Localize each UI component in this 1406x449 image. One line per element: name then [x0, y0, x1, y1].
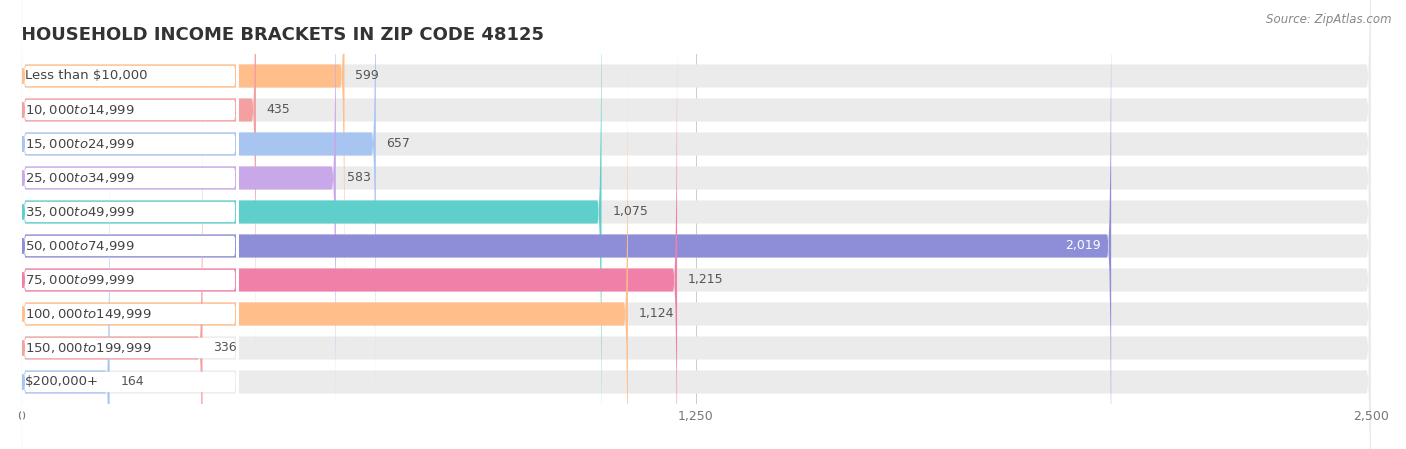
Text: 1,215: 1,215 — [688, 273, 724, 286]
FancyBboxPatch shape — [21, 122, 110, 449]
FancyBboxPatch shape — [21, 53, 1371, 449]
Text: 336: 336 — [214, 342, 238, 355]
Text: 599: 599 — [356, 70, 380, 83]
Text: $15,000 to $24,999: $15,000 to $24,999 — [25, 137, 135, 151]
FancyBboxPatch shape — [21, 0, 239, 338]
FancyBboxPatch shape — [21, 0, 1371, 438]
FancyBboxPatch shape — [21, 88, 202, 449]
FancyBboxPatch shape — [21, 0, 336, 438]
Text: 1,075: 1,075 — [612, 206, 648, 219]
FancyBboxPatch shape — [21, 0, 256, 370]
FancyBboxPatch shape — [21, 53, 628, 449]
Text: $75,000 to $99,999: $75,000 to $99,999 — [25, 273, 135, 287]
FancyBboxPatch shape — [21, 52, 239, 449]
FancyBboxPatch shape — [21, 0, 375, 405]
FancyBboxPatch shape — [21, 0, 1371, 449]
Text: 435: 435 — [267, 103, 291, 116]
Text: $25,000 to $34,999: $25,000 to $34,999 — [25, 171, 135, 185]
FancyBboxPatch shape — [21, 0, 1371, 449]
Text: 583: 583 — [347, 172, 371, 185]
Text: Less than $10,000: Less than $10,000 — [25, 70, 148, 83]
Text: 2,019: 2,019 — [1064, 239, 1101, 252]
FancyBboxPatch shape — [21, 0, 239, 449]
Text: HOUSEHOLD INCOME BRACKETS IN ZIP CODE 48125: HOUSEHOLD INCOME BRACKETS IN ZIP CODE 48… — [21, 26, 544, 44]
FancyBboxPatch shape — [21, 122, 1371, 449]
FancyBboxPatch shape — [21, 20, 678, 449]
Text: 164: 164 — [121, 375, 143, 388]
FancyBboxPatch shape — [21, 0, 1371, 336]
Text: $200,000+: $200,000+ — [25, 375, 98, 388]
FancyBboxPatch shape — [21, 18, 239, 449]
FancyBboxPatch shape — [21, 0, 1371, 405]
Text: 657: 657 — [387, 137, 411, 150]
FancyBboxPatch shape — [21, 86, 239, 449]
FancyBboxPatch shape — [21, 20, 1371, 449]
FancyBboxPatch shape — [21, 0, 1111, 449]
FancyBboxPatch shape — [21, 0, 602, 449]
FancyBboxPatch shape — [21, 0, 1371, 370]
FancyBboxPatch shape — [21, 0, 239, 449]
Text: Source: ZipAtlas.com: Source: ZipAtlas.com — [1267, 13, 1392, 26]
FancyBboxPatch shape — [21, 0, 239, 372]
Text: $150,000 to $199,999: $150,000 to $199,999 — [25, 341, 152, 355]
FancyBboxPatch shape — [21, 0, 239, 440]
Text: $10,000 to $14,999: $10,000 to $14,999 — [25, 103, 135, 117]
FancyBboxPatch shape — [21, 120, 239, 449]
FancyBboxPatch shape — [21, 88, 1371, 449]
Text: $50,000 to $74,999: $50,000 to $74,999 — [25, 239, 135, 253]
Text: $35,000 to $49,999: $35,000 to $49,999 — [25, 205, 135, 219]
Text: 1,124: 1,124 — [638, 308, 675, 321]
FancyBboxPatch shape — [21, 0, 344, 336]
Text: $100,000 to $149,999: $100,000 to $149,999 — [25, 307, 152, 321]
FancyBboxPatch shape — [21, 0, 239, 406]
